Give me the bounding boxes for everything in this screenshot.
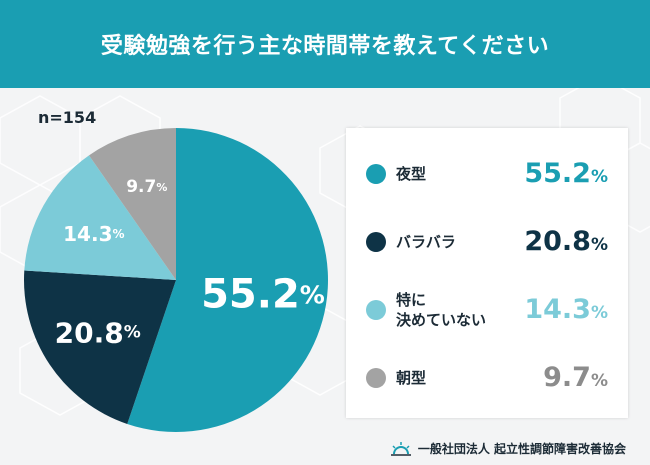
legend-item-3: 朝型 9.7%	[346, 348, 628, 408]
pie-slice-0	[127, 128, 328, 433]
footer-organization: 一般社団法人 起立性調節障害改善協会	[417, 442, 626, 456]
legend-item-1: バラバラ 20.8%	[346, 212, 628, 272]
pie-slice-label-1: 20.8%	[55, 316, 141, 349]
footer: 一般社団法人 起立性調節障害改善協会	[390, 440, 626, 457]
sample-size: n=154	[38, 108, 97, 127]
legend-value: 20.8%	[524, 226, 608, 257]
pie-slice-label-2: 14.3%	[63, 222, 124, 246]
legend-value: 14.3%	[524, 294, 608, 325]
legend-label: バラバラ	[396, 233, 456, 251]
legend-label: 朝型	[396, 369, 427, 387]
legend-item-0: 夜型 55.2%	[346, 144, 628, 204]
page-title: 受験勉強を行う主な時間帯を教えてください	[100, 34, 550, 59]
legend-label: 夜型	[396, 165, 427, 183]
pie-slice-label-0: 55.2%	[201, 271, 325, 317]
legend-swatch	[366, 232, 386, 252]
pie-slice-3	[88, 128, 176, 280]
legend-swatch	[366, 164, 386, 184]
pie-slice-label-3: 9.7%	[126, 177, 167, 197]
legend-swatch	[366, 300, 386, 320]
legend-swatch	[366, 368, 386, 388]
page-header: 受験勉強を行う主な時間帯を教えてください	[0, 0, 650, 88]
pie-slice-1	[24, 270, 176, 424]
legend-item-2: 特に 決めていない 14.3%	[346, 280, 628, 340]
pie-slice-2	[24, 155, 176, 280]
legend-label: 特に 決めていない	[396, 291, 487, 329]
legend-value: 9.7%	[543, 362, 608, 393]
sunrise-icon	[390, 441, 411, 456]
legend-value: 55.2%	[524, 158, 608, 189]
chart-legend: 夜型 55.2% バラバラ 20.8% 特に 決めていない 14.3% 朝型 9.7%	[346, 128, 628, 418]
